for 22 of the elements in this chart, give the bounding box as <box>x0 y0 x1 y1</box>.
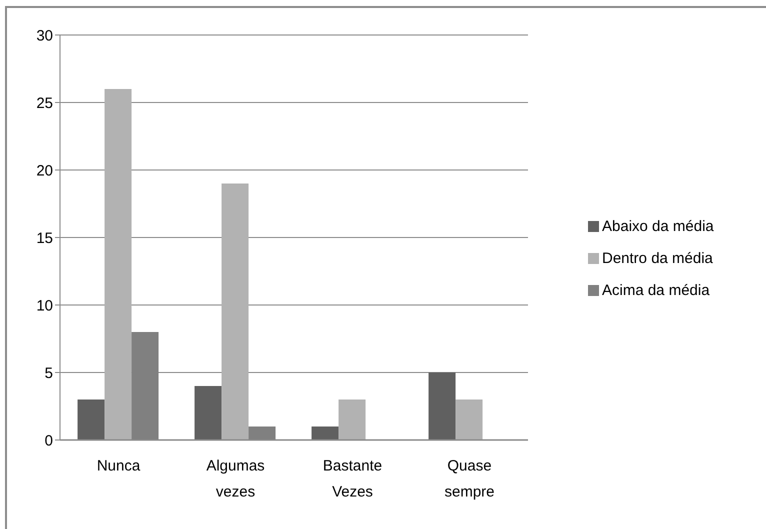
legend-label: Abaixo da média <box>602 218 714 234</box>
x-tick-label: Quase sempre <box>444 458 495 501</box>
y-tick-label: 20 <box>36 162 53 180</box>
y-tick-label: 30 <box>36 27 53 44</box>
bar <box>428 372 456 440</box>
bar <box>456 400 483 440</box>
y-tick-label: 0 <box>44 432 53 450</box>
bar <box>338 400 366 440</box>
legend-label: Dentro da média <box>602 250 713 266</box>
bar <box>222 184 249 440</box>
y-tick-label: 25 <box>36 94 53 112</box>
bar <box>104 89 132 440</box>
legend-label: Acima da média <box>602 282 710 298</box>
bar <box>78 400 105 440</box>
x-tick-label: Algumas vezes <box>206 458 265 501</box>
y-tick-label: 15 <box>36 230 53 247</box>
x-tick-label: Bastante Vezes <box>322 458 382 501</box>
bar <box>312 426 339 440</box>
y-tick-label: 10 <box>36 297 53 314</box>
x-tick-label: Nunca <box>96 458 141 475</box>
y-tick-label: 5 <box>44 364 53 382</box>
bar <box>194 386 222 440</box>
